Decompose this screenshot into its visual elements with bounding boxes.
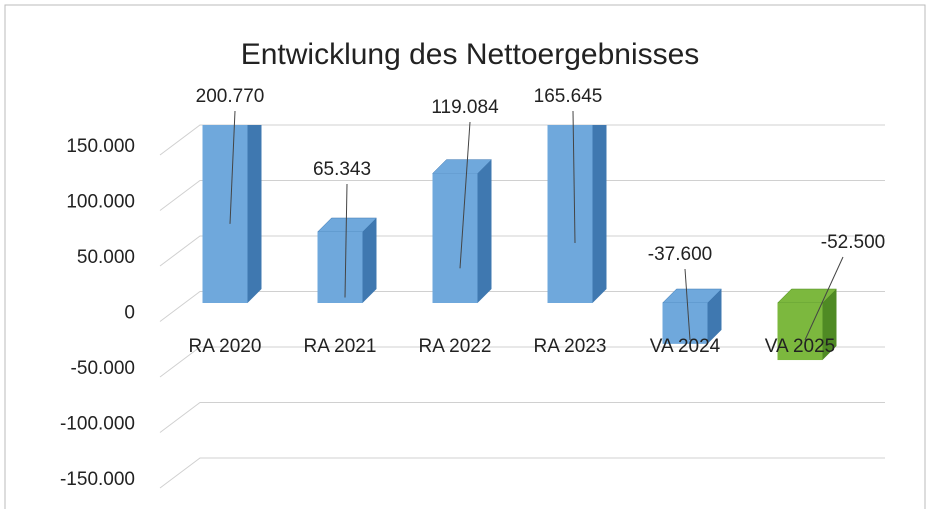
grid-line: [159, 180, 885, 211]
y-tick-label: -100.000: [60, 414, 135, 435]
leader-line: [459, 121, 471, 269]
leader-line: [684, 268, 691, 341]
bar: [432, 173, 478, 303]
data-label: 165.645: [534, 86, 603, 107]
y-tick-label: 100.000: [66, 192, 135, 213]
x-tick-label: RA 2021: [304, 336, 377, 357]
bar-side: [822, 289, 837, 361]
chart-frame: [4, 4, 926, 509]
bar-top: [203, 71, 262, 85]
data-label: 119.084: [431, 97, 499, 118]
bar-side: [362, 217, 377, 303]
y-tick-label: 50.000: [77, 247, 135, 268]
bar: [547, 125, 593, 303]
y-tick-label: -150.000: [60, 469, 135, 490]
data-label: 65.343: [313, 159, 371, 180]
grid-line: [159, 124, 885, 156]
bar: [662, 303, 708, 344]
grid-line: [159, 457, 885, 489]
bar: [202, 125, 248, 304]
x-tick-label: VA 2025: [765, 336, 835, 357]
y-tick-label: -50.000: [71, 358, 135, 379]
bar-side: [477, 159, 492, 303]
bar: [317, 231, 363, 303]
data-label: -37.600: [648, 244, 712, 265]
data-label: 200.770: [196, 86, 265, 107]
bar-side: [707, 289, 722, 344]
bar: [777, 303, 823, 361]
x-tick-label: RA 2023: [534, 336, 607, 357]
x-tick-label: RA 2022: [419, 336, 492, 357]
y-tick-label: 0: [124, 303, 135, 324]
grid-line: [159, 235, 885, 267]
bar-top: [548, 109, 607, 123]
grid-line: [159, 402, 885, 433]
bar-top: [431, 159, 493, 174]
y-tick-label: 150.000: [66, 136, 135, 157]
leader-line: [804, 256, 844, 341]
x-tick-label: VA 2024: [650, 336, 721, 357]
bar-side: [592, 125, 607, 303]
leader-line: [229, 110, 236, 224]
bar-side: [247, 125, 262, 303]
data-label: -52.500: [821, 232, 885, 253]
grid-line: [159, 291, 885, 322]
chart-title: Entwicklung des Nettoergebnisses: [241, 38, 700, 71]
leader-line: [572, 110, 576, 244]
leader-line: [344, 183, 348, 298]
x-tick-label: RA 2020: [189, 336, 262, 357]
bars: [202, 71, 838, 361]
grid-line: [159, 346, 885, 378]
